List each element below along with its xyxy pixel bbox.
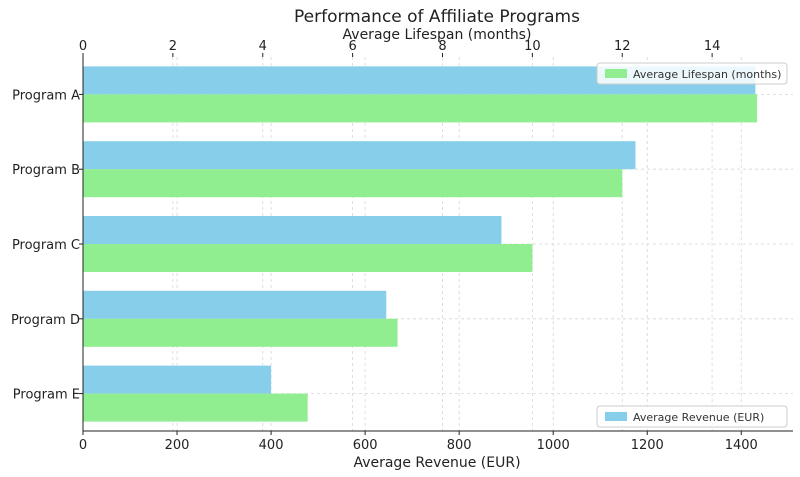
bar-lifespan-program-e [83,393,308,422]
bottom-tick-label: 0 [79,438,87,453]
bottom-tick-label: 600 [353,438,378,453]
bar-revenue-program-d [83,290,387,319]
chart-title: Performance of Affiliate Programs [294,7,580,27]
bottom-tick-label: 400 [259,438,284,453]
top-tick-label: 4 [259,39,267,54]
legend-layer: Average Lifespan (months) Average Revenue… [596,62,788,428]
label-layer: 0 200 400 600 800 1000 1200 1400 0 2 4 6 8 10 12 14 Prog… [11,39,758,453]
bar-lifespan-program-c [83,244,533,272]
category-label: Program D [11,313,80,328]
category-label: Program E [13,388,80,403]
bottom-tick-label: 1400 [725,438,758,453]
bar-lifespan-program-b [83,169,623,198]
top-tick-label: 0 [79,39,87,54]
top-tick-label: 8 [438,39,446,54]
top-tick-label: 10 [524,39,541,54]
legend-swatch-bottom [605,412,627,421]
category-label: Program C [12,238,80,253]
legend-box-bottom [596,405,788,428]
bar-layer [83,66,758,422]
bottom-tick-label: 200 [165,438,190,453]
top-tick-label: 12 [614,39,631,54]
top-tick-label: 2 [169,39,177,54]
bar-lifespan-program-d [83,318,398,347]
bar-lifespan-program-a [83,94,758,123]
top-tick-label: 6 [348,39,356,54]
bottom-tick-label: 800 [447,438,472,453]
legend-label-bottom: Average Revenue (EUR) [633,411,764,424]
bar-revenue-program-b [83,141,636,170]
axis-layer [79,53,793,435]
category-label: Program A [12,88,80,103]
bottom-axis-title: Average Revenue (EUR) [353,455,520,471]
legend-box-top [596,62,788,85]
bottom-tick-label: 1200 [631,438,664,453]
bar-revenue-program-c [83,216,502,244]
top-axis-title: Average Lifespan (months) [343,27,532,43]
category-label: Program B [12,163,80,178]
legend-label-top: Average Lifespan (months) [633,68,781,81]
bar-revenue-program-e [83,365,272,394]
top-tick-label: 14 [704,39,721,54]
legend-swatch-top [605,69,627,78]
bottom-tick-label: 1000 [537,438,570,453]
